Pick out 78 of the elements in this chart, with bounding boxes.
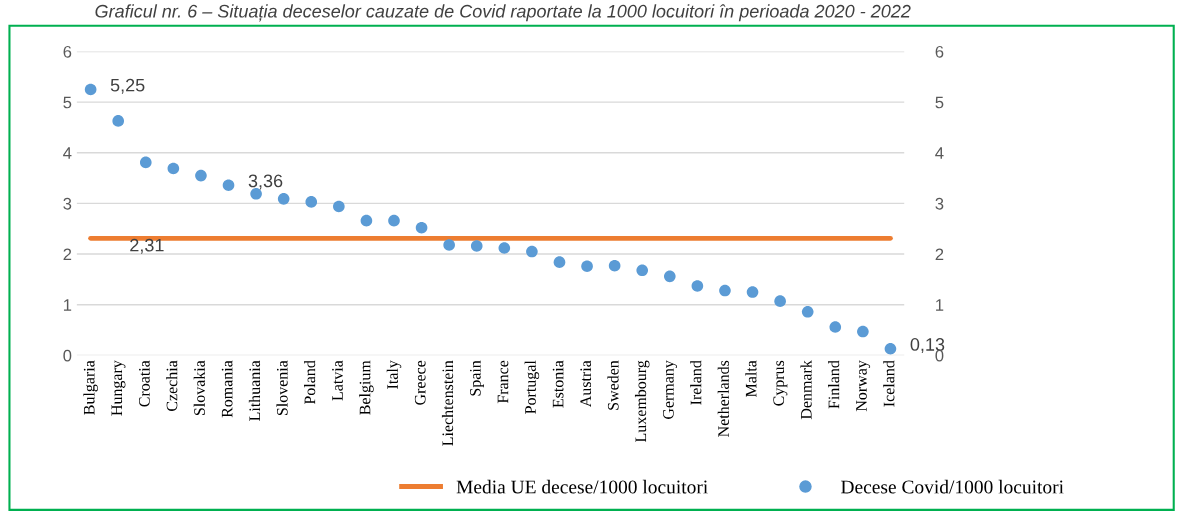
- x-tick-label: Latvia: [332, 360, 343, 401]
- x-tick-label: Cyprus: [773, 360, 788, 406]
- data-label: 5,25: [110, 78, 145, 94]
- point: [526, 245, 538, 258]
- x-tick-label: Norway: [856, 360, 871, 412]
- data-label: 2,31: [130, 238, 164, 254]
- x-tick-label: Austria: [580, 360, 592, 408]
- point: [222, 179, 235, 191]
- point: [333, 200, 345, 213]
- y2-tick-label: 5: [935, 96, 944, 109]
- x-tick-label: Italy: [386, 360, 402, 389]
- y-tick-label: 5: [63, 96, 72, 109]
- x-tick-label: Denmark: [800, 360, 812, 420]
- x-tick-label: Ireland: [690, 360, 702, 405]
- point: [884, 342, 897, 355]
- x-tick-label: Lithuania: [248, 360, 261, 421]
- point: [167, 162, 180, 175]
- x-tick-label: Bulgaria: [83, 360, 98, 415]
- point: [443, 239, 455, 251]
- y2-tick-label: 1: [936, 299, 944, 311]
- point: [305, 196, 318, 208]
- point: [84, 83, 97, 96]
- data-label: 3,36: [248, 174, 283, 190]
- x-tick-label: Iceland: [883, 360, 895, 407]
- point: [277, 193, 290, 205]
- x-tick-label: Slovenia: [276, 360, 288, 416]
- x-tick-label: Finland: [828, 360, 840, 409]
- y-tick-label: 2: [63, 248, 72, 261]
- point: [691, 280, 704, 292]
- point: [195, 169, 207, 182]
- point: [608, 259, 621, 272]
- point: [470, 240, 483, 252]
- x-tick-label: Netherlands: [717, 360, 729, 437]
- x-tick-label: Slovakia: [193, 360, 205, 416]
- y-tick-label: 1: [63, 299, 72, 311]
- x-tick-label: France: [497, 360, 509, 404]
- point: [829, 321, 842, 333]
- y2-tick-label: 4: [935, 147, 944, 159]
- x-tick-label: Romania: [221, 360, 233, 418]
- point: [663, 270, 676, 283]
- point: [746, 286, 759, 298]
- point: [112, 115, 125, 127]
- x-tick-label: Germany: [663, 360, 678, 419]
- y-tick-label: 0: [63, 349, 72, 362]
- y2-tick-label: 6: [935, 45, 944, 58]
- y-tick-label: 4: [63, 147, 72, 159]
- point: [415, 221, 428, 234]
- point: [719, 284, 731, 297]
- point: [857, 325, 869, 338]
- x-tick-label: Belgium: [359, 360, 374, 415]
- x-tick-label: Sweden: [607, 360, 619, 410]
- point: [498, 242, 511, 254]
- point: [388, 214, 400, 227]
- x-tick-label: Poland: [304, 360, 316, 405]
- x-tick-label: Hungary: [111, 360, 126, 416]
- point: [553, 256, 566, 268]
- point: [636, 264, 649, 277]
- point: [139, 156, 152, 169]
- legend-label: Decese Covid/1000 locuitori: [841, 479, 1064, 494]
- x-tick-label: Estonia: [552, 360, 564, 408]
- point: [581, 260, 593, 273]
- point: [774, 295, 786, 307]
- y2-tick-label: 3: [935, 197, 944, 210]
- y-tick-label: 6: [63, 45, 72, 58]
- x-tick-label: Czechia: [166, 360, 178, 411]
- x-tick-label: Portugal: [524, 360, 540, 414]
- y-tick-label: 3: [63, 197, 72, 210]
- chart-title: Graficul nr. 6 – Situația deceselor cauzate de Covid raportate la 1000 locuitori în perioada 2020 - 2022: [95, 4, 911, 22]
- point: [360, 214, 373, 227]
- x-tick-label: Malta: [745, 360, 757, 398]
- x-tick-label: Liechtenstein: [441, 360, 454, 446]
- x-tick-label: Spain: [470, 360, 484, 396]
- x-tick-label: Greece: [414, 360, 426, 405]
- legend-label: Media UE decese/1000 locuitori: [456, 479, 708, 494]
- x-tick-label: Croatia: [139, 360, 150, 407]
- x-tick-label: Luxembourg: [634, 360, 650, 442]
- point: [801, 305, 814, 318]
- y2-tick-label: 2: [935, 248, 944, 261]
